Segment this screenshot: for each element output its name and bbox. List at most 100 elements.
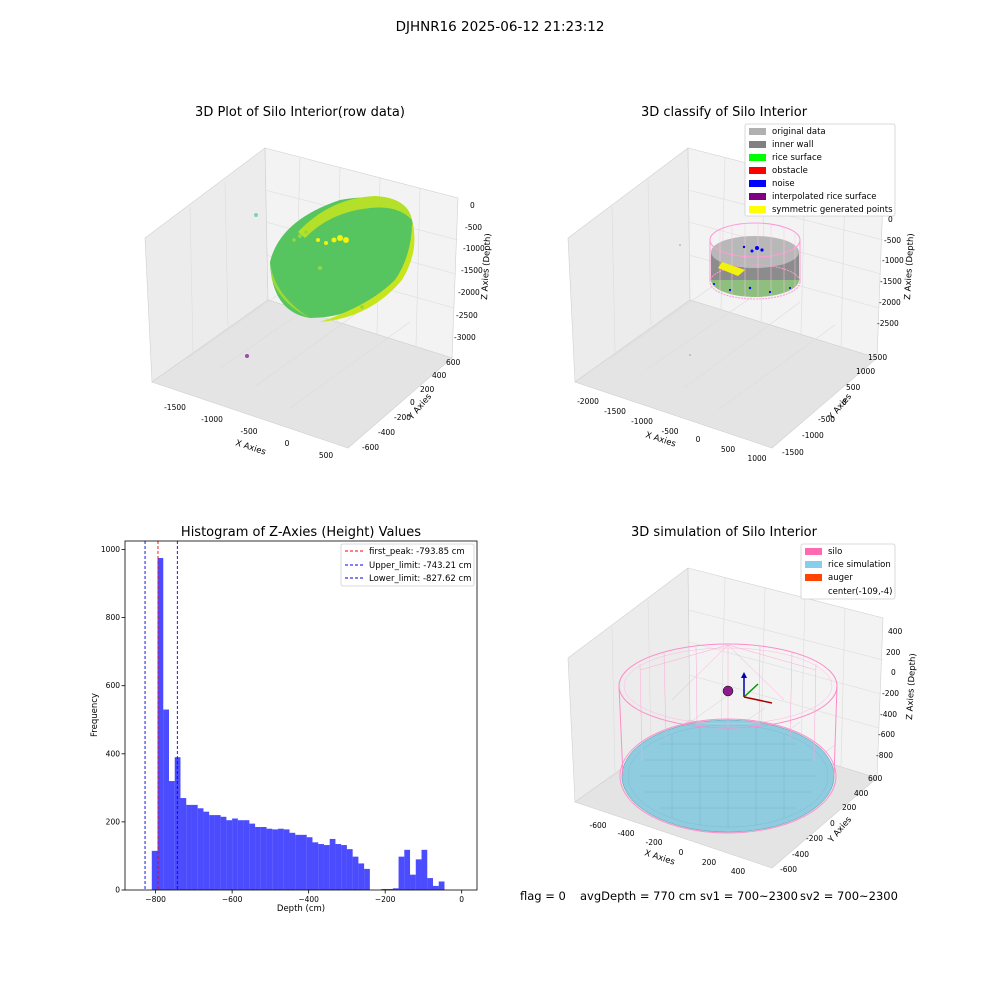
panel-raw-title: 3D Plot of Silo Interior(row data) <box>195 105 405 120</box>
raw-ztick-5: -2500 <box>456 311 478 320</box>
simulation-legend: silo rice simulation auger center(-109,-… <box>800 543 896 600</box>
histogram-bar-30 <box>323 845 330 890</box>
histogram-bar-33 <box>341 845 347 890</box>
simulation-legend-label-2: auger <box>828 573 853 583</box>
histogram-bar-29 <box>318 844 324 890</box>
histogram-legend: first_peak: -793.85 cm Upper_limit: -743… <box>340 543 475 587</box>
raw-ytick-2: -200 <box>394 413 411 422</box>
raw-ztick-3: -1500 <box>461 266 483 275</box>
histogram-bar-27 <box>306 837 313 890</box>
classify-legend-swatch-4 <box>749 180 766 187</box>
sim-xtick-1: -400 <box>617 829 634 838</box>
classify-xtick-6: 1000 <box>747 454 766 463</box>
histogram-bar-47 <box>421 849 428 890</box>
histogram-bar-6 <box>186 804 192 890</box>
sim-ytick-5: 400 <box>854 789 869 798</box>
sim-ztick-0: 400 <box>888 627 903 636</box>
classify-xtick-0: -2000 <box>577 397 599 406</box>
histogram-bar-5 <box>180 798 187 890</box>
classify-zlabel: Z Axies (Depth) <box>903 233 916 300</box>
classify-ytick-4: 500 <box>846 383 861 392</box>
sim-ztick-5: -600 <box>878 730 895 739</box>
histogram-bar-19 <box>260 827 267 890</box>
histogram-bar-44 <box>404 849 411 890</box>
histogram-bar-2 <box>163 709 169 890</box>
histogram-bar-24 <box>289 832 296 890</box>
simulation-silo <box>618 643 838 834</box>
classify-ztick-2: -1000 <box>882 256 904 265</box>
sim-ytick-4: 200 <box>842 803 857 812</box>
histogram-bar-43 <box>398 856 405 890</box>
histogram-xlabel: Depth (cm) <box>277 904 325 914</box>
classify-ytick-0: -1500 <box>782 448 804 457</box>
classify-ztick-4: -2000 <box>879 298 901 307</box>
histogram-ylabel: Frequency <box>90 693 100 737</box>
sim-ytick-6: 600 <box>868 774 883 783</box>
histogram-ytick-4: 800 <box>106 613 121 622</box>
status-sv1: sv1 = 700~2300 <box>700 889 798 903</box>
figure-title: DJHNR16 2025-06-12 21:23:12 <box>396 19 605 35</box>
sim-xtick-3: 0 <box>679 848 684 857</box>
classify-xtick-4: 0 <box>696 435 701 444</box>
sim-ztick-2: 0 <box>891 668 896 677</box>
histogram-xtick-0: −800 <box>145 895 166 904</box>
simulation-legend-swatch-2 <box>805 574 822 581</box>
raw-xtick-1: -1000 <box>201 415 223 424</box>
raw-xlabel: X Axies <box>234 438 267 457</box>
classify-legend-label-3: obstacle <box>772 166 808 176</box>
histogram-vlines <box>144 541 178 890</box>
panel-classify-silo <box>679 222 801 356</box>
classify-legend-label-6: symmetric generated points <box>772 205 893 215</box>
histogram-xtick-3: −200 <box>375 895 396 904</box>
raw-ztick-1: -500 <box>465 223 482 232</box>
histogram-bar-9 <box>203 811 210 890</box>
classify-ztick-0: 0 <box>888 215 893 224</box>
sim-xtick-4: 200 <box>702 858 717 867</box>
histogram-xtick-2: −400 <box>298 895 319 904</box>
classify-ytick-3: 0 <box>842 398 847 407</box>
histogram-frame <box>124 540 478 891</box>
simulation-legend-swatch-0 <box>805 548 822 555</box>
classify-ztick-3: -1500 <box>880 277 902 286</box>
status-avg-depth: avgDepth = 770 cm <box>580 889 696 903</box>
classify-legend-label-4: noise <box>772 179 795 189</box>
classify-ztick-5: -2500 <box>877 319 899 328</box>
histogram-bar-18 <box>255 827 261 890</box>
histogram-bar-14 <box>232 818 238 890</box>
legend-label-lower-limit: Lower_limit: -827.62 cm <box>369 574 471 584</box>
raw-xtick-3: 0 <box>285 439 290 448</box>
sim-ytick-3: 0 <box>830 819 835 828</box>
classify-legend-label-0: original data <box>772 127 826 137</box>
histogram-bar-3 <box>169 781 175 890</box>
histogram-bar-41 <box>387 888 393 890</box>
histogram-bar-37 <box>364 868 370 890</box>
classify-legend-label-5: interpolated rice surface <box>772 192 877 202</box>
raw-ztick-4: -2000 <box>458 288 480 297</box>
histogram-bar-34 <box>346 849 353 890</box>
simulation-legend-label-3: center(-109,-4) <box>828 587 892 597</box>
status-sv2: sv2 = 700~2300 <box>800 889 898 903</box>
classify-legend-label-1: inner wall <box>772 140 813 150</box>
classify-ytick-1: -1000 <box>802 431 824 440</box>
sim-ztick-3: -200 <box>882 689 899 698</box>
raw-ytick-5: 400 <box>432 371 447 380</box>
histogram-bar-1 <box>157 558 164 890</box>
simulation-legend-swatch-1 <box>805 561 822 568</box>
histogram-bar-20 <box>266 828 273 890</box>
classify-legend-swatch-6 <box>749 206 766 213</box>
sim-ytick-2: -200 <box>806 834 823 843</box>
panel-raw-surface <box>245 196 415 358</box>
histogram-ytick-2: 400 <box>106 749 121 758</box>
histogram-bar-11 <box>214 815 221 890</box>
histogram-bars <box>151 558 445 890</box>
histogram-bar-42 <box>392 888 399 890</box>
histogram-bar-36 <box>358 863 365 890</box>
raw-xtick-2: -500 <box>240 427 257 436</box>
histogram-bar-49 <box>433 885 439 890</box>
histogram-xticks: −800 −600 −400 −200 0 <box>145 890 464 904</box>
classify-legend-swatch-1 <box>749 141 766 148</box>
raw-ylabel: Y Axies <box>406 392 434 423</box>
histogram-bar-21 <box>272 829 279 890</box>
histogram-bar-15 <box>237 820 244 890</box>
panel-simulation-title: 3D simulation of Silo Interior <box>631 525 818 540</box>
